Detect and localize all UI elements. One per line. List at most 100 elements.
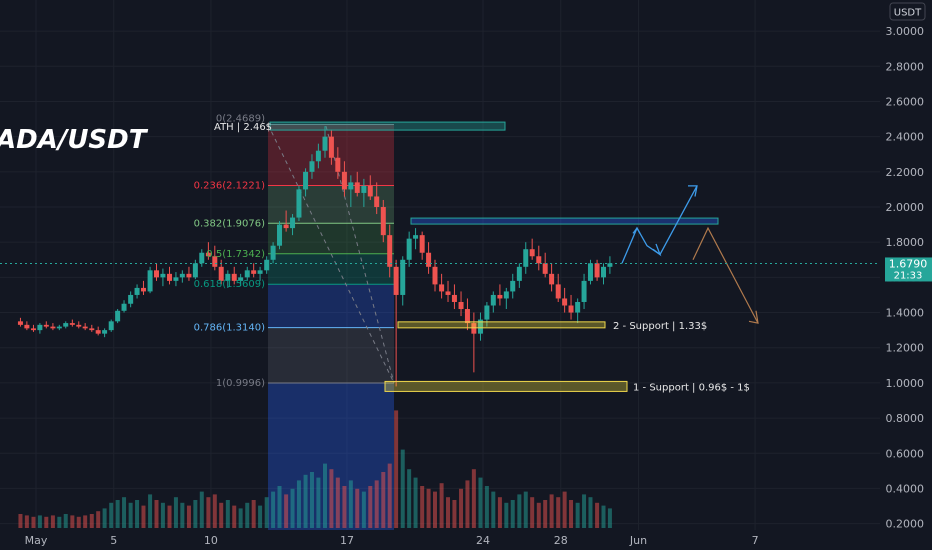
volume-bar <box>426 488 431 528</box>
candle-body <box>400 259 406 295</box>
volume-bar <box>115 500 120 528</box>
candle-body <box>322 136 328 151</box>
volume-bar <box>212 494 217 528</box>
candle-body <box>523 249 529 267</box>
candle-body <box>516 266 522 281</box>
currency-badge[interactable]: USDT <box>889 2 926 21</box>
candle-body <box>192 263 198 278</box>
price-tick-label: 2.4000 <box>886 131 925 144</box>
candle-body <box>244 270 250 278</box>
candle-body <box>82 326 88 329</box>
price-tick-label: 2.8000 <box>886 60 925 73</box>
price-tick-label: 2.2000 <box>886 166 925 179</box>
volume-bar <box>141 505 146 528</box>
candle-body <box>477 319 483 334</box>
volume-bar <box>504 502 509 528</box>
fib-level-label: 0.786(1.3140) <box>194 323 266 334</box>
volume-bar <box>368 486 373 528</box>
volume-bar <box>167 505 172 528</box>
volume-bar <box>471 469 476 528</box>
currency-badge-label: USDT <box>894 8 922 19</box>
volume-bar <box>394 410 399 528</box>
time-axis[interactable]: May 5 10 17 24 28 Jun 7 <box>0 530 932 550</box>
volume-bar <box>238 508 243 528</box>
fib-zone <box>268 284 394 328</box>
candle-body <box>69 323 75 325</box>
candle-body <box>387 235 393 267</box>
volume-bar <box>446 497 451 528</box>
candle-body <box>134 287 140 295</box>
candle-body <box>128 294 134 304</box>
volume-bar <box>258 505 263 528</box>
support-1-box <box>384 380 628 392</box>
volume-bar <box>588 497 593 528</box>
volume-bar <box>562 491 567 528</box>
volume-bar <box>102 508 107 528</box>
volume-bar <box>57 516 62 528</box>
time-tick-label: Jun <box>629 534 647 547</box>
price-tick-label: 0.8000 <box>886 412 925 425</box>
candle-body <box>251 270 257 274</box>
fib-level-label: 0.382(1.9076) <box>194 218 266 229</box>
candle-body <box>490 294 496 306</box>
candle-body <box>17 321 23 325</box>
volume-bar <box>24 515 29 528</box>
volume-bar <box>582 494 587 528</box>
volume-bar <box>44 516 49 528</box>
candle-body <box>199 252 205 264</box>
candle-body <box>568 305 574 313</box>
candle-body <box>56 326 62 329</box>
volume-bar <box>70 515 75 528</box>
volume-bar <box>271 491 276 528</box>
candle-body <box>361 185 367 193</box>
volume-bar <box>517 494 522 528</box>
fib-level-label: 0(2.4689) <box>216 114 265 125</box>
candle-body <box>315 150 321 162</box>
fib-zone <box>268 223 394 254</box>
volume-bar <box>549 494 554 528</box>
candle-body <box>218 266 224 281</box>
price-tick-label: 2.6000 <box>886 95 925 108</box>
candle-body <box>439 284 445 292</box>
support-1-annotation: 1 - Support | 0.96$ - 1$ <box>633 382 750 393</box>
volume-bar <box>76 516 81 528</box>
candle-body <box>413 235 419 239</box>
last-price-value: 1.6790 <box>889 257 928 270</box>
candle-body <box>43 324 49 327</box>
volume-bar <box>400 449 405 528</box>
volume-bar <box>439 483 444 528</box>
candle-body <box>451 294 457 302</box>
candle-body <box>426 252 432 267</box>
candle-body <box>173 277 179 281</box>
candle-body <box>542 263 548 274</box>
volume-bar <box>355 488 360 528</box>
volume-bar <box>452 500 457 528</box>
volume-bar <box>225 500 230 528</box>
candle-body <box>63 323 69 327</box>
candle-body <box>562 298 568 306</box>
candle-body <box>167 273 173 281</box>
volume-bar <box>193 500 198 528</box>
volume-bar <box>432 491 437 528</box>
fib-zone <box>268 253 394 285</box>
fib-level-label: 0.618(1.5609) <box>194 279 266 290</box>
candle-body <box>102 330 108 334</box>
candle-body <box>484 305 490 320</box>
time-tick-label: 10 <box>204 534 218 547</box>
volume-bar <box>18 514 23 528</box>
resistance-zone-box <box>410 217 719 225</box>
time-tick-label: 5 <box>110 534 117 547</box>
chart-drawings[interactable]: ATH | 2.46$ 2 - Support | 1.33$ 1 - Suppor… <box>0 121 880 393</box>
volume-bar <box>387 463 392 528</box>
volume-bar <box>459 488 464 528</box>
chart-title: ADA/USDT <box>0 125 149 155</box>
support-2-box <box>397 321 606 329</box>
currency-badge-box <box>889 2 926 21</box>
volume-bar <box>536 502 541 528</box>
candle-body <box>341 171 347 190</box>
volume-bar <box>245 502 250 528</box>
volume-bar <box>465 480 470 528</box>
volume-bar <box>348 480 353 528</box>
volume-bar <box>484 486 489 528</box>
